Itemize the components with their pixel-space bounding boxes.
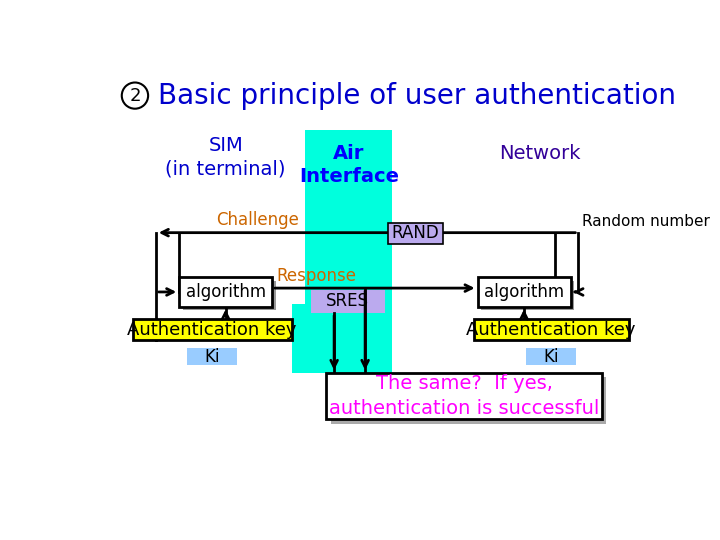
Text: algorithm: algorithm [186, 283, 266, 301]
Text: Challenge: Challenge [217, 211, 300, 229]
Bar [482, 281, 575, 310]
Text: Random number: Random number [582, 214, 710, 229]
Bar [305, 130, 392, 340]
Bar [331, 377, 606, 423]
Bar [526, 348, 576, 365]
Text: Authentication key: Authentication key [467, 321, 636, 339]
Text: algorithm: algorithm [484, 283, 564, 301]
Text: Network: Network [499, 144, 580, 163]
Text: Ki: Ki [204, 348, 220, 366]
Text: 2: 2 [129, 86, 140, 105]
Bar [326, 373, 601, 419]
Circle shape [122, 83, 148, 109]
Text: RAND: RAND [392, 225, 439, 242]
Text: Air
Interface: Air Interface [299, 144, 399, 186]
Text: SRES: SRES [326, 292, 369, 310]
Bar [132, 319, 292, 340]
Bar [477, 278, 570, 307]
Bar [388, 222, 443, 244]
Text: SIM
(in terminal): SIM (in terminal) [166, 136, 286, 178]
Bar [292, 303, 392, 373]
Bar [311, 289, 384, 313]
Bar [183, 281, 276, 310]
Bar [179, 278, 272, 307]
Text: The same?  If yes,
authentication is successful: The same? If yes, authentication is succ… [329, 374, 599, 418]
Text: Ki: Ki [544, 348, 559, 366]
Text: Basic principle of user authentication: Basic principle of user authentication [158, 82, 676, 110]
Bar [187, 348, 238, 365]
Bar [474, 319, 629, 340]
Text: Authentication key: Authentication key [127, 321, 297, 339]
Text: Response: Response [276, 267, 356, 285]
